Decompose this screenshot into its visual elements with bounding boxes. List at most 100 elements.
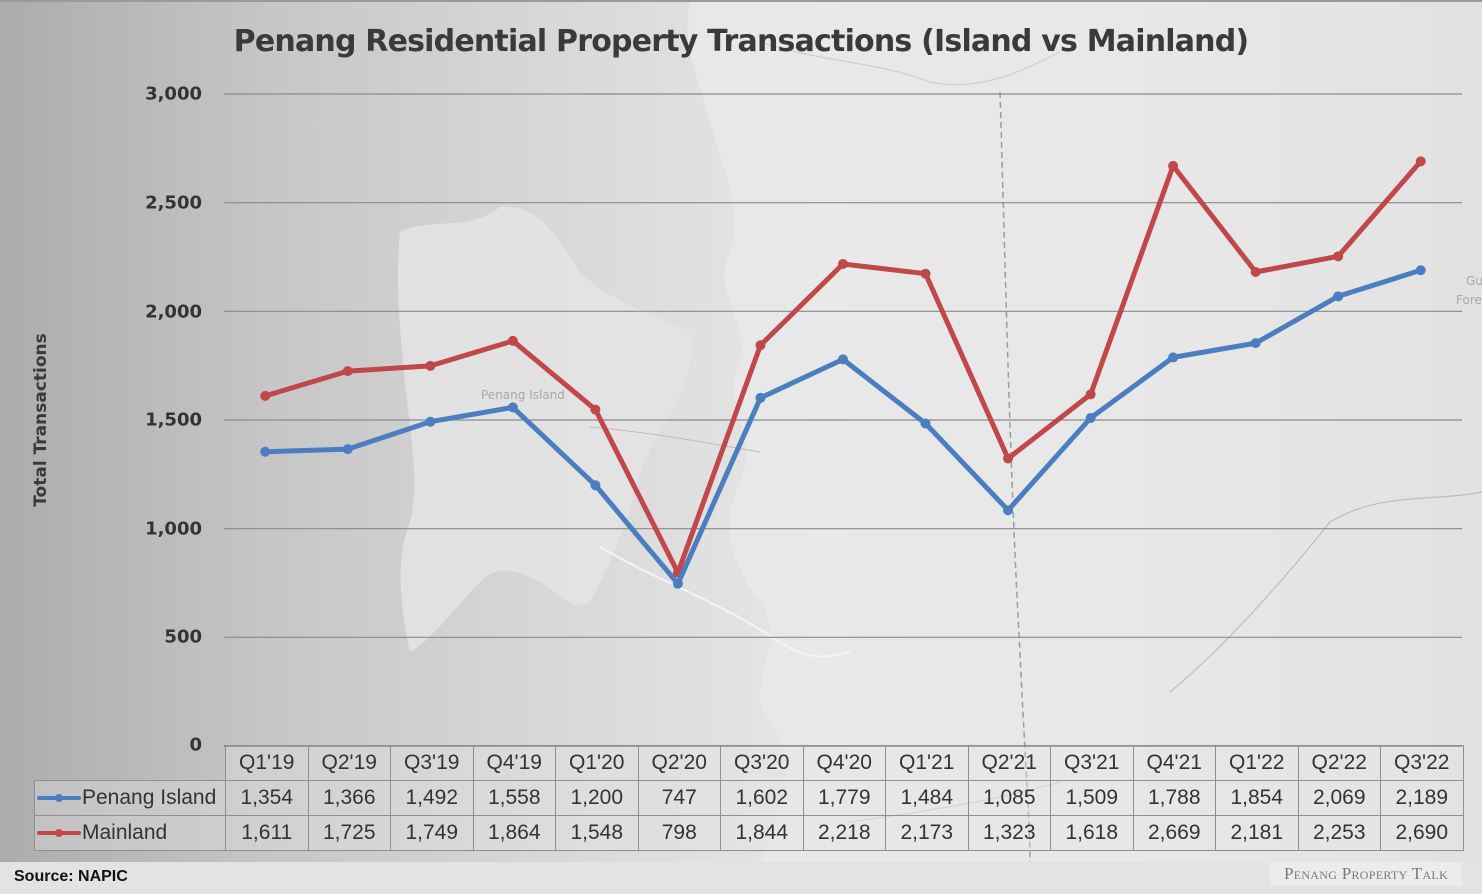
data-point-marker <box>260 390 271 401</box>
column-header: Q3'22 <box>1380 745 1464 781</box>
data-point-marker <box>342 366 353 377</box>
column-header: Q2'22 <box>1297 745 1381 781</box>
data-point-marker <box>507 402 518 413</box>
table-cell: 2,189 <box>1380 780 1464 816</box>
table-row-mainland: Mainland 1,611 1,725 1,749 1,864 1,548 7… <box>34 815 1464 851</box>
map-label-fragment: Fore <box>1456 293 1482 307</box>
y-tick-label: 2,500 <box>145 192 202 214</box>
column-header: Q3'20 <box>720 745 804 781</box>
data-point-marker <box>755 392 766 403</box>
table-cell: 2,669 <box>1132 815 1216 851</box>
legend-entry-penang-island: Penang Island <box>34 780 226 816</box>
series-mainland <box>260 156 1426 578</box>
table-cell: 747 <box>637 780 721 816</box>
y-tick-label: 500 <box>164 626 202 648</box>
table-row-penang-island: Penang Island 1,354 1,366 1,492 1,558 1,… <box>34 780 1464 816</box>
series-label: Mainland <box>82 821 168 844</box>
data-point-marker <box>1415 156 1426 167</box>
series-line <box>262 267 1424 587</box>
table-cell: 1,548 <box>555 815 639 851</box>
table-cell: 2,253 <box>1297 815 1381 851</box>
table-cell: 1,844 <box>720 815 804 851</box>
map-label-fragment: Gu <box>1466 274 1482 288</box>
table-cell: 1,602 <box>720 780 804 816</box>
data-point-marker <box>672 578 683 589</box>
table-cell: 1,323 <box>967 815 1051 851</box>
table-cell: 1,484 <box>885 780 969 816</box>
legend-entry-mainland: Mainland <box>34 815 226 851</box>
data-point-marker <box>1168 160 1179 171</box>
series-line <box>262 158 1424 576</box>
watermark: Penang Property Talk <box>1270 862 1462 886</box>
table-cell: 1,200 <box>555 780 639 816</box>
data-point-marker <box>260 446 271 457</box>
column-header: Q2'19 <box>307 745 391 781</box>
data-point-marker <box>838 354 848 365</box>
table-cell: 1,085 <box>967 780 1051 816</box>
column-header: Q4'20 <box>802 745 886 781</box>
table-cell: 1,854 <box>1215 780 1299 816</box>
table-cell: 1,366 <box>307 780 391 816</box>
data-point-marker <box>1250 266 1261 277</box>
column-header: Q1'20 <box>555 745 639 781</box>
plot-area <box>224 93 1462 747</box>
column-header: Q4'21 <box>1132 745 1216 781</box>
column-header: Q1'19 <box>225 745 309 781</box>
data-point-marker <box>838 258 848 269</box>
data-point-marker <box>1085 413 1096 424</box>
table-cell: 1,725 <box>307 815 391 851</box>
data-point-marker <box>590 480 601 491</box>
y-tick-label: 2,000 <box>145 301 202 323</box>
table-cell: 2,690 <box>1380 815 1464 851</box>
data-table-corner <box>35 746 226 781</box>
column-header: Q4'19 <box>472 745 556 781</box>
series-label: Penang Island <box>82 786 217 809</box>
data-point-marker <box>1168 352 1179 363</box>
y-tick-label: 0 <box>189 734 202 756</box>
data-point-marker <box>1415 265 1426 276</box>
table-cell: 2,181 <box>1215 815 1299 851</box>
legend-line-marker-icon <box>37 792 81 804</box>
table-cell: 2,218 <box>802 815 886 851</box>
data-point-marker <box>755 340 766 351</box>
data-point-marker <box>1250 338 1261 349</box>
data-point-marker <box>920 418 931 429</box>
data-table-header-row: Q1'19 Q2'19 Q3'19 Q4'19 Q1'20 Q2'20 Q3'2… <box>35 745 1464 781</box>
column-header: Q2'21 <box>967 745 1051 781</box>
table-cell: 1,749 <box>390 815 474 851</box>
table-cell: 2,069 <box>1297 780 1381 816</box>
table-cell: 1,788 <box>1132 780 1216 816</box>
column-header: Q3'19 <box>390 745 474 781</box>
data-point-marker <box>425 416 436 427</box>
column-header: Q1'21 <box>885 745 969 781</box>
data-point-marker <box>920 268 931 279</box>
data-point-marker <box>1085 389 1096 400</box>
table-cell: 2,173 <box>885 815 969 851</box>
table-cell: 1,779 <box>802 780 886 816</box>
data-point-marker <box>425 360 436 371</box>
data-point-marker <box>342 444 353 455</box>
data-point-marker <box>1003 505 1014 516</box>
map-background <box>397 2 1482 862</box>
table-cell: 1,611 <box>225 815 309 851</box>
data-table: Q1'19 Q2'19 Q3'19 Q4'19 Q1'20 Q2'20 Q3'2… <box>34 745 1464 851</box>
column-header: Q2'20 <box>637 745 721 781</box>
legend-line-marker-icon <box>37 827 81 839</box>
y-tick-label: 1,000 <box>145 518 202 540</box>
y-tick-label: 1,500 <box>145 409 202 431</box>
table-cell: 798 <box>637 815 721 851</box>
column-header: Q1'22 <box>1215 745 1299 781</box>
data-point-marker <box>1333 291 1344 302</box>
data-point-marker <box>1003 453 1014 464</box>
series-penang-island <box>260 265 1426 589</box>
table-cell: 1,864 <box>472 815 556 851</box>
table-cell: 1,618 <box>1050 815 1134 851</box>
data-point-marker <box>507 335 518 346</box>
data-point-marker <box>1333 251 1344 262</box>
chart-area: Penang Island Gu Fore Penang Residential… <box>0 0 1482 862</box>
table-cell: 1,558 <box>472 780 556 816</box>
source-note: Source: NAPIC <box>14 868 128 885</box>
data-point-marker <box>590 404 601 415</box>
map-label-penang-island: Penang Island <box>481 388 565 402</box>
table-cell: 1,354 <box>225 780 309 816</box>
